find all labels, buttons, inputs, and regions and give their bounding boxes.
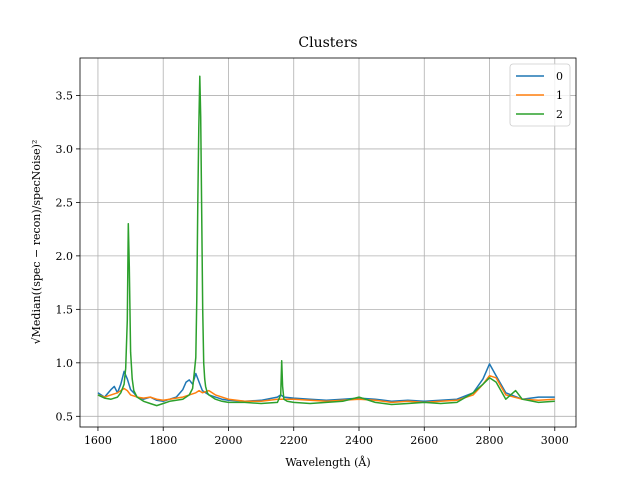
x-axis-label: Wavelength (Å): [285, 455, 370, 469]
x-tick-label: 2600: [410, 434, 438, 447]
series-2-line: [97, 75, 555, 407]
x-tick-label: 2400: [345, 434, 373, 447]
y-tick-label: 1.0: [56, 357, 74, 370]
y-tick-label: 3.0: [56, 143, 74, 156]
y-axis-label: √Median((spec − recon)/specNoise)²: [30, 140, 43, 345]
y-tick-label: 0.5: [56, 410, 74, 423]
x-tick-label: 2800: [476, 434, 504, 447]
series-0-line: [97, 363, 555, 403]
y-tick-label: 2.0: [56, 250, 74, 263]
legend: 0 1 2: [509, 63, 571, 127]
chart-title: Clusters: [298, 35, 357, 51]
plot-frame: [79, 57, 577, 428]
y-tick-label: 3.5: [56, 89, 74, 102]
y-tick-label: 1.5: [56, 303, 74, 316]
x-tick-label: 3000: [541, 434, 569, 447]
x-tick-label: 2000: [214, 434, 242, 447]
x-axis: 1600 1800 2000 2200 2400 2600 2800 3000: [84, 427, 569, 447]
x-tick-label: 1600: [84, 434, 112, 447]
legend-label-1: 1: [556, 89, 563, 102]
series-layer: [97, 75, 555, 407]
y-tick-label: 2.5: [56, 196, 74, 209]
legend-label-2: 2: [556, 108, 563, 121]
x-tick-label: 2200: [280, 434, 308, 447]
y-axis: 0.5 1.0 1.5 2.0 2.5 3.0 3.5: [56, 89, 80, 423]
x-tick-label: 1800: [149, 434, 177, 447]
legend-label-0: 0: [556, 70, 563, 83]
